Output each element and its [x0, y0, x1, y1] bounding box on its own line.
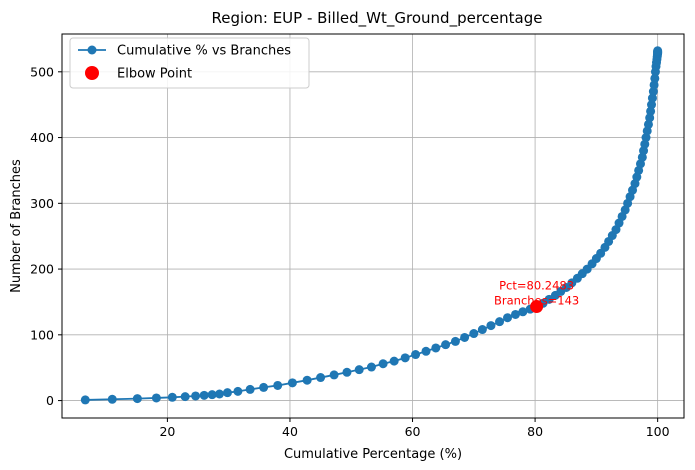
x-tick-label: 40 [282, 424, 298, 439]
data-point [222, 388, 232, 398]
y-tick-label: 400 [30, 130, 54, 145]
elbow-label-branches: Branches=143 [494, 294, 579, 308]
data-point [180, 392, 190, 402]
data-point [495, 317, 505, 327]
grid [62, 34, 684, 418]
legend-label-series: Cumulative % vs Branches [117, 44, 291, 59]
data-point [366, 362, 376, 372]
data-point [411, 350, 421, 360]
data-point [191, 391, 201, 401]
data-point [469, 329, 479, 339]
data-point [167, 392, 177, 402]
data-point [486, 321, 496, 331]
data-point [649, 80, 659, 90]
data-point [378, 359, 388, 369]
data-point [421, 346, 431, 356]
data-point [80, 395, 90, 405]
legend-marker-swatch [87, 45, 97, 55]
data-point [646, 106, 656, 116]
legend-label-elbow: Elbow Point [117, 67, 192, 82]
legend: Cumulative % vs Branches Elbow Point [69, 37, 310, 89]
data-point [441, 340, 451, 350]
data-point [151, 393, 161, 403]
data-point [245, 384, 255, 394]
data-point [273, 380, 283, 390]
y-axis-title: Number of Branches [9, 159, 24, 293]
data-point [107, 394, 117, 404]
legend-elbow-swatch [85, 66, 99, 80]
x-tick-label: 80 [527, 424, 543, 439]
data-point [650, 73, 660, 83]
y-tick-label: 100 [30, 327, 54, 342]
data-point [647, 100, 657, 110]
data-point [460, 332, 470, 342]
data-point [132, 394, 142, 404]
legend-box [69, 37, 310, 89]
plot-frame [61, 33, 685, 419]
data-point [354, 365, 364, 375]
data-point [653, 46, 663, 56]
data-point [477, 325, 487, 335]
data-point [302, 375, 312, 385]
x-tick-label: 20 [159, 424, 175, 439]
data-point [199, 390, 209, 400]
chart-title: Region: EUP - Billed_Wt_Ground_percentag… [212, 9, 543, 28]
series-line [85, 50, 659, 401]
x-tick-label: 60 [405, 424, 421, 439]
data-point [233, 386, 243, 396]
ticks: 20 40 60 80 100 0 100 200 300 400 500 [30, 64, 669, 439]
data-point [503, 313, 513, 323]
data-point [259, 382, 269, 392]
y-tick-label: 500 [30, 64, 54, 79]
data-point [518, 307, 528, 317]
data-point [287, 378, 297, 388]
data-point [510, 309, 520, 319]
data-point [648, 87, 658, 97]
data-point [431, 343, 441, 353]
y-tick-label: 0 [46, 393, 54, 408]
data-point [645, 113, 655, 123]
y-tick-label: 200 [30, 262, 54, 277]
data-point [342, 367, 352, 377]
data-point [450, 336, 460, 346]
data-point [329, 370, 339, 380]
data-point [214, 389, 224, 399]
x-tick-label: 100 [646, 424, 670, 439]
elbow-label-pct: Pct=80.2483 [499, 279, 574, 293]
data-point [207, 390, 217, 400]
elbow-point [530, 300, 544, 314]
data-point [647, 93, 657, 103]
data-point [316, 373, 326, 383]
data-point [400, 353, 410, 363]
x-axis-title: Cumulative Percentage (%) [284, 447, 462, 462]
data-point [389, 356, 399, 366]
y-tick-label: 300 [30, 196, 54, 211]
